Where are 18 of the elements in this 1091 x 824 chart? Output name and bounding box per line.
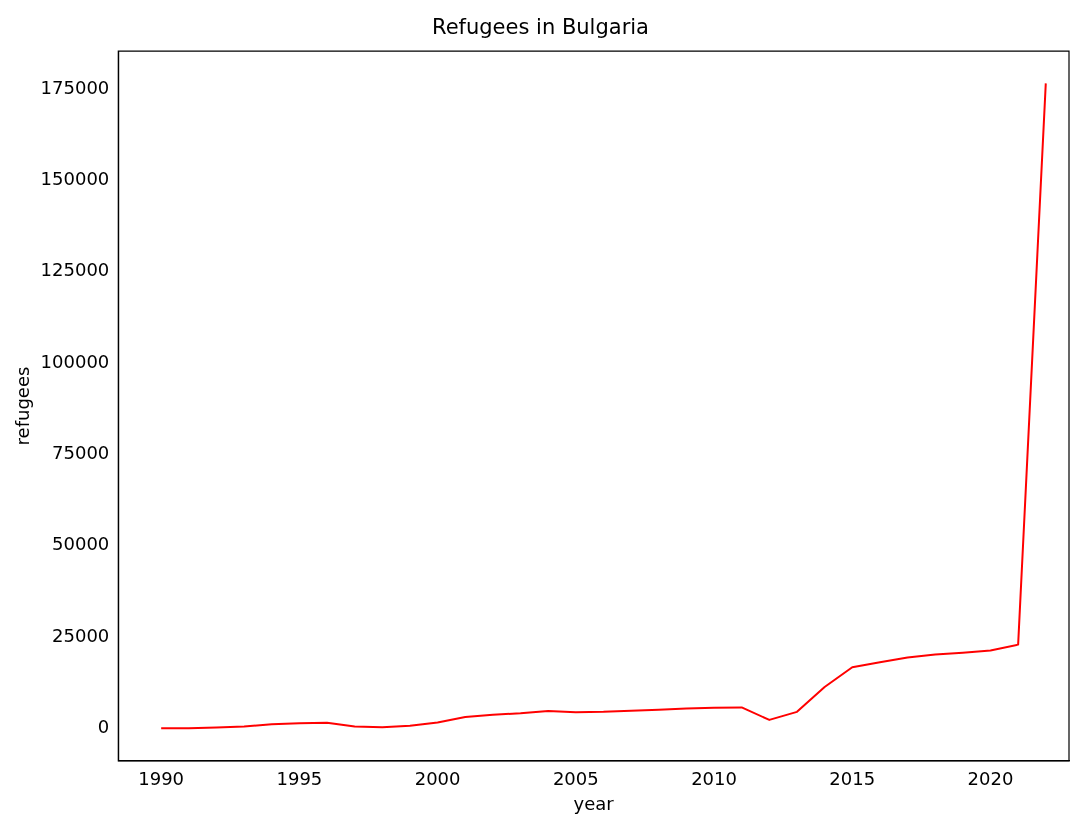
y-tick-label: 175000	[40, 76, 110, 98]
x-axis-title: year	[573, 792, 615, 814]
x-tick-label: 1995	[276, 768, 323, 790]
x-tick-label: 2000	[414, 768, 461, 790]
chart-title: Refugees in Bulgaria	[432, 15, 649, 40]
y-tick-label: 125000	[40, 259, 110, 281]
y-tick-label: 75000	[52, 441, 110, 463]
x-tick-label: 2005	[552, 768, 599, 790]
y-tick-label: 0	[97, 715, 110, 737]
y-tick-label: 150000	[40, 167, 110, 189]
x-tick-label: 1990	[138, 768, 185, 790]
y-tick-label: 50000	[52, 533, 110, 555]
y-tick-label: 25000	[52, 624, 110, 646]
y-axis-title: refugees	[12, 366, 34, 446]
x-tick-label: 2015	[829, 768, 876, 790]
x-tick-label: 2020	[967, 768, 1014, 790]
x-tick-label: 2010	[691, 768, 737, 790]
y-tick-label: 100000	[40, 350, 110, 372]
